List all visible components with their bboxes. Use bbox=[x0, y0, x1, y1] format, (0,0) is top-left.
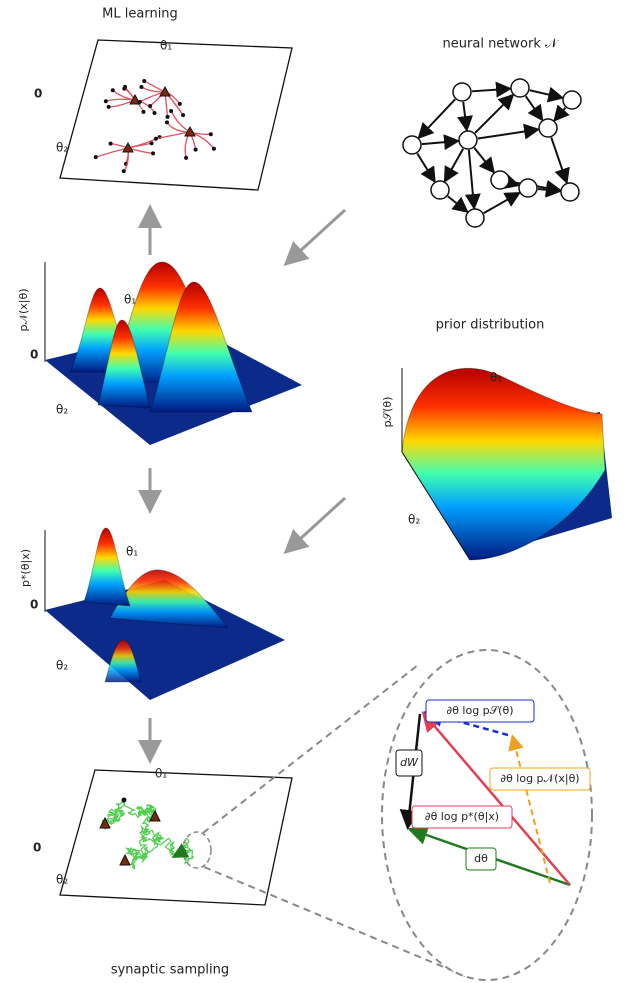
parameter-point bbox=[154, 137, 158, 141]
parameter-point bbox=[139, 85, 143, 89]
parameter-point bbox=[123, 85, 127, 89]
parameter-point bbox=[104, 99, 108, 103]
axis-label: θ₁ bbox=[126, 545, 138, 559]
parameter-point bbox=[142, 79, 146, 83]
network-edge bbox=[556, 108, 566, 119]
flow-arrow bbox=[288, 498, 345, 550]
network-node bbox=[561, 183, 579, 201]
axis-label: p𝒩(x|θ) bbox=[17, 288, 30, 331]
network-graph bbox=[403, 79, 581, 227]
flow-arrow bbox=[288, 210, 345, 262]
parameter-point bbox=[178, 102, 182, 106]
parameter-point bbox=[122, 169, 126, 173]
network-edge bbox=[463, 102, 466, 128]
network-edge bbox=[472, 89, 508, 91]
parameter-point bbox=[169, 109, 173, 113]
network-edge bbox=[530, 90, 561, 97]
parameter-point bbox=[209, 132, 213, 136]
panel-title: prior distribution bbox=[436, 318, 545, 333]
parameter-point bbox=[194, 148, 198, 152]
network-edge bbox=[474, 148, 492, 171]
network-edge bbox=[417, 153, 433, 179]
parameter-point bbox=[153, 111, 157, 115]
network-edge bbox=[484, 194, 518, 213]
parameter-point bbox=[109, 142, 113, 146]
network-edge bbox=[526, 96, 541, 118]
axis-label: p𝒮(θ) bbox=[381, 397, 394, 428]
network-edge bbox=[422, 141, 456, 144]
vector-label: ∂θ log p*(θ|x) bbox=[425, 810, 499, 823]
parameter-point bbox=[166, 115, 170, 119]
parameter-plane bbox=[60, 770, 292, 905]
network-node bbox=[403, 136, 421, 154]
network-edge bbox=[469, 150, 474, 206]
parameter-point bbox=[151, 151, 155, 155]
parameter-point bbox=[184, 156, 188, 160]
parameter-point bbox=[94, 155, 98, 159]
figure: ML learning θ₁ 0 θ₂ neural network 𝒩 p𝒩(… bbox=[0, 0, 632, 983]
network-node bbox=[459, 131, 477, 149]
network-node bbox=[453, 83, 471, 101]
axis-label: θ₁ bbox=[155, 767, 167, 781]
parameter-point bbox=[148, 104, 152, 108]
origin-label: 0 bbox=[34, 87, 42, 101]
parameter-point bbox=[107, 105, 111, 109]
axis-label: θ₂ bbox=[56, 873, 68, 887]
network-edge bbox=[551, 137, 566, 180]
network-node bbox=[431, 181, 449, 199]
network-edge bbox=[448, 196, 466, 210]
parameter-point bbox=[181, 113, 185, 117]
network-node bbox=[563, 91, 581, 109]
axis-label: θ₂ bbox=[408, 513, 420, 527]
parameter-point bbox=[138, 100, 142, 104]
parameter-point bbox=[212, 147, 216, 151]
parameter-point bbox=[165, 120, 169, 124]
surface-peak bbox=[84, 528, 130, 606]
panel-title: synaptic sampling bbox=[111, 963, 229, 978]
network-node bbox=[519, 179, 537, 197]
origin-label: 0 bbox=[33, 841, 41, 855]
axis-label: θ₁ bbox=[490, 371, 502, 385]
panel-title: neural network 𝒩 bbox=[443, 37, 560, 52]
axis-label: p*(θ|x) bbox=[19, 549, 32, 587]
network-edge bbox=[475, 96, 511, 132]
network-node bbox=[491, 171, 509, 189]
axis-label: θ₁ bbox=[160, 39, 172, 53]
start-point bbox=[122, 798, 127, 803]
axis-label: θ₁ bbox=[124, 293, 136, 307]
vector-label: dW bbox=[400, 756, 419, 769]
parameter-point bbox=[141, 110, 145, 114]
axis-label: θ₂ bbox=[56, 141, 68, 155]
network-edge bbox=[446, 149, 463, 180]
vector-label: ∂θ log p𝒮(θ) bbox=[447, 704, 514, 717]
axis-label: θ₂ bbox=[56, 659, 68, 673]
vector-label: ∂θ log p𝒩(x|θ) bbox=[500, 772, 579, 785]
parameter-plane bbox=[60, 40, 292, 190]
network-node bbox=[466, 209, 484, 227]
axis-label: θ₂ bbox=[56, 403, 68, 417]
parameter-point bbox=[111, 88, 115, 92]
network-node bbox=[539, 119, 557, 137]
origin-label: 0 bbox=[30, 348, 38, 362]
network-edge bbox=[478, 130, 536, 139]
origin-label: 0 bbox=[30, 598, 38, 612]
network-node bbox=[511, 79, 529, 97]
panel-title: ML learning bbox=[102, 7, 178, 22]
vector-label: dθ bbox=[474, 852, 488, 865]
network-edge bbox=[420, 99, 455, 136]
prior-surface bbox=[402, 368, 605, 560]
